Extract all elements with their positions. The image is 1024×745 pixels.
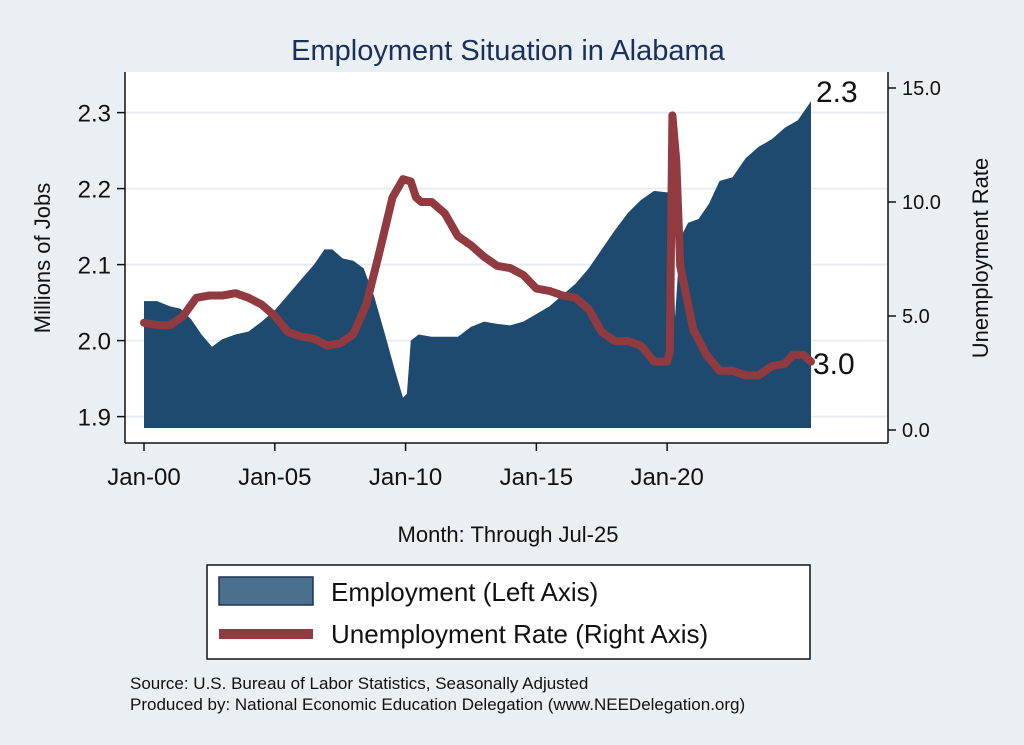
right-axis-title: Unemployment Rate xyxy=(968,158,993,359)
x-tick-label: Jan-20 xyxy=(630,464,703,491)
legend: Employment (Left Axis) Unemployment Rate… xyxy=(206,564,811,660)
employment-end-label: 2.3 xyxy=(816,76,858,109)
left-tick-label: 2.1 xyxy=(78,253,111,280)
left-tick-label: 2.3 xyxy=(78,101,111,128)
right-tick-label: 15.0 xyxy=(902,78,941,100)
x-axis-title: Month: Through Jul-25 xyxy=(398,522,619,547)
x-tick-label: Jan-05 xyxy=(238,464,311,491)
unemployment-end-label: 3.0 xyxy=(813,348,855,381)
ticks-layer: 1.9 2.0 2.1 2.2 2.3 0.0 5.0 10.0 15.0 Jan-00 Jan-0… xyxy=(78,78,941,491)
producer-note: Produced by: National Economic Education… xyxy=(130,695,745,714)
x-tick-label: Jan-10 xyxy=(369,464,442,491)
right-tick-label: 10.0 xyxy=(902,192,941,214)
left-tick-label: 2.0 xyxy=(78,329,111,356)
legend-label-employment: Employment (Left Axis) xyxy=(331,577,598,607)
legend-label-unemployment: Unemployment Rate (Right Axis) xyxy=(331,619,708,649)
left-tick-label: 2.2 xyxy=(78,177,111,204)
left-axis-title: Millions of Jobs xyxy=(30,183,55,333)
series-layer xyxy=(140,101,815,428)
left-tick-label: 1.9 xyxy=(78,405,111,432)
right-tick-label: 0.0 xyxy=(902,420,930,442)
right-tick-label: 5.0 xyxy=(902,306,930,328)
source-note: Source: U.S. Bureau of Labor Statistics,… xyxy=(130,674,588,693)
x-tick-label: Jan-00 xyxy=(107,464,180,491)
x-tick-label: Jan-15 xyxy=(500,464,573,491)
legend-swatch-employment xyxy=(218,576,314,606)
unemployment-line xyxy=(140,111,815,380)
chart-title: Employment Situation in Alabama xyxy=(291,35,725,67)
